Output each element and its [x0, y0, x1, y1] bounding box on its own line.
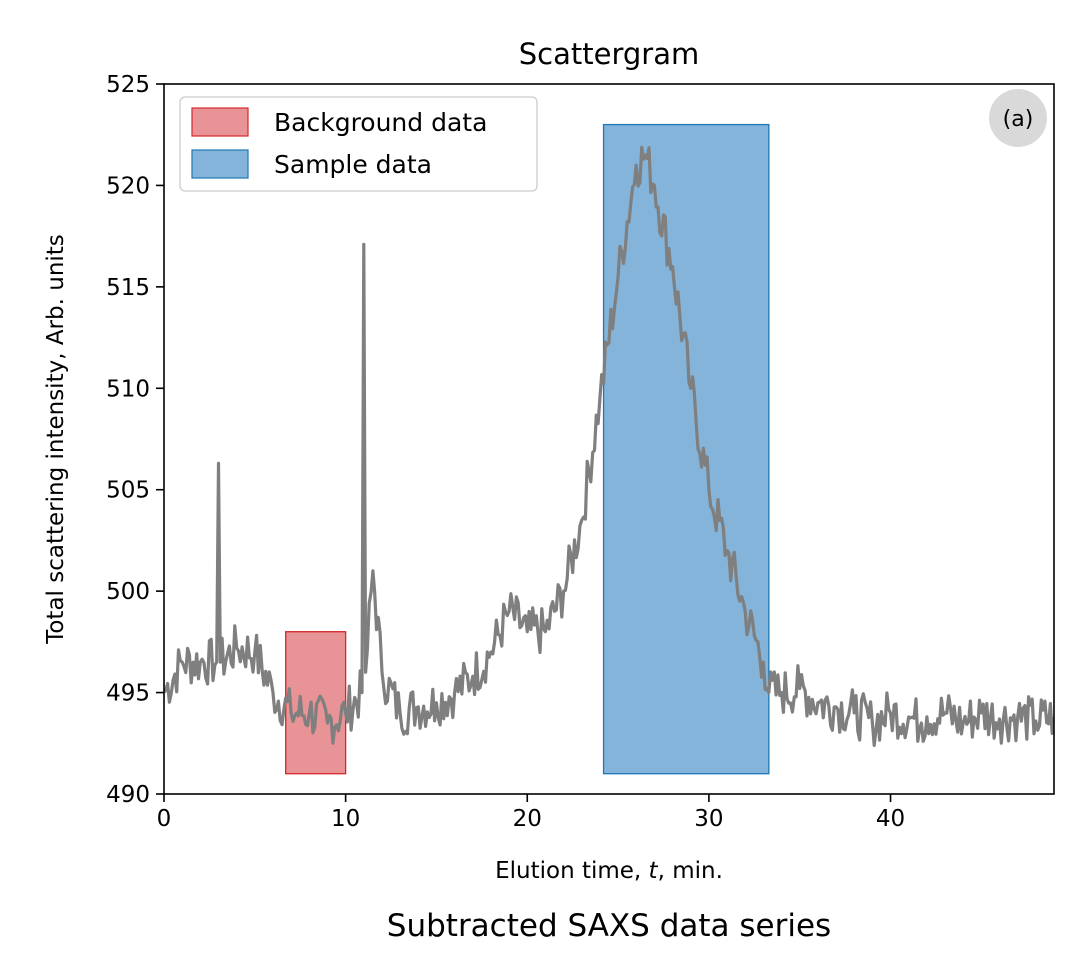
x-tick-label: 30: [694, 806, 723, 832]
y-tick-label: 525: [106, 72, 150, 98]
panel-badge: (a): [989, 89, 1047, 147]
plot-frame: [163, 83, 1055, 795]
legend-label-sample: Sample data: [274, 150, 432, 179]
x-tick-label: 20: [513, 806, 542, 832]
legend-swatch-sample: [191, 149, 249, 179]
y-tick-label: 500: [106, 579, 150, 605]
x-axis-label: Elution time, t, min.: [495, 858, 723, 884]
panel-badge-label: (a): [1003, 107, 1034, 132]
series-layer: [164, 145, 1054, 747]
series-line-0: [164, 145, 1054, 747]
x-axis: 0 10 20 30 40: [157, 794, 905, 832]
regions-layer: [285, 123, 770, 775]
y-tick-label: 495: [106, 681, 150, 707]
y-tick-label: 505: [106, 478, 150, 504]
y-tick-label: 515: [106, 275, 150, 301]
chart-title: Scattergram: [519, 37, 699, 71]
y-axis-label: Total scattering intensity, Arb. units: [43, 234, 69, 645]
x-tick-label: 0: [157, 806, 172, 832]
legend: Background data Sample data: [179, 96, 538, 192]
y-tick-label: 510: [106, 376, 150, 402]
legend-box: [179, 96, 538, 192]
legend-label-background: Background data: [274, 108, 487, 137]
y-axis: 490 495 500 505 510 515 520 525: [106, 72, 164, 808]
y-tick-label: 490: [106, 782, 150, 808]
y-tick-label: 520: [106, 173, 150, 199]
region-sample: [602, 123, 770, 775]
figure-caption: Subtracted SAXS data series: [387, 908, 831, 944]
legend-swatch-background: [191, 107, 249, 137]
x-tick-label: 40: [876, 806, 905, 832]
panel-badge-circle: [989, 89, 1047, 147]
x-tick-label: 10: [331, 806, 360, 832]
